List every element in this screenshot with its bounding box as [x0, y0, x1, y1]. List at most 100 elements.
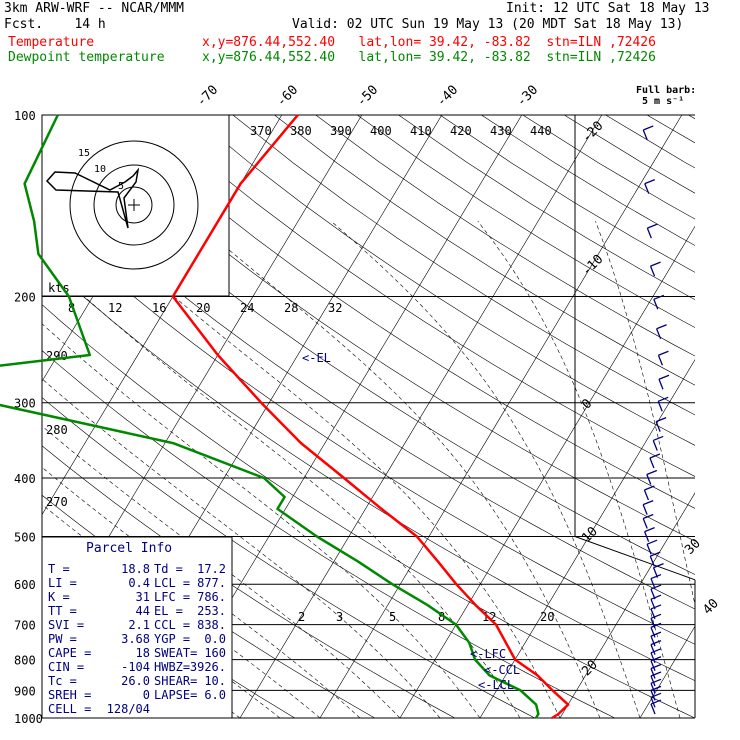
- dry-adiabat-line: [232, 115, 695, 416]
- wind-barb-shaft: [642, 129, 648, 141]
- dry-adiabat-line: [357, 115, 695, 328]
- wind-barb-flag: [650, 640, 662, 646]
- isotherm-line: [399, 225, 695, 718]
- wind-barb-shaft: [655, 328, 662, 339]
- theta-label: 420: [450, 124, 472, 138]
- hodograph-speed-label: 32: [328, 301, 342, 315]
- dry-adiabat-line: [42, 215, 695, 645]
- wind-barb-flag: [650, 584, 662, 590]
- dry-adiabat-line: [315, 115, 695, 357]
- temperature-tick-label: -50: [354, 83, 381, 110]
- wind-barb-flag: [650, 663, 662, 670]
- wind-barb-flag: [658, 374, 670, 380]
- hodograph-ring-label: 15: [78, 148, 90, 159]
- parcel-info-value: 10.: [204, 674, 226, 688]
- wind-barb-flag: [650, 656, 662, 662]
- wind-barb-flag: [646, 469, 658, 476]
- dry-adiabat-line: [42, 397, 535, 718]
- wind-barb-flag: [647, 223, 658, 229]
- parcel-info-value: 2.1: [128, 618, 150, 632]
- isotherm-line: [479, 359, 695, 718]
- parcel-info-value: 0: [143, 688, 150, 702]
- right-axis-lower: [574, 536, 696, 581]
- parcel-info-key: YGP =: [154, 632, 190, 646]
- parcel-info-key: CCL =: [154, 618, 190, 632]
- wind-barb-shaft: [657, 401, 663, 412]
- parcel-info-key: CAPE =: [48, 646, 91, 660]
- parcel-info-value: 31: [136, 590, 150, 604]
- temperature-tick-label: 10: [579, 524, 601, 546]
- wind-barb-flag: [655, 416, 667, 423]
- wind-barb-flag: [644, 527, 655, 533]
- wind-barb-shaft: [650, 690, 656, 701]
- pressure-tick-label: 800: [14, 654, 36, 668]
- parcel-info-value: 253.: [197, 604, 226, 618]
- parcel-info-value: 26.0: [121, 674, 150, 688]
- wind-barb-shaft: [646, 474, 652, 485]
- dry-adiabat-line: [42, 172, 695, 610]
- wind-barb-flag: [656, 324, 667, 330]
- dry-adiabat-line: [398, 115, 695, 301]
- parcel-info-key: HWBZ=: [154, 660, 190, 674]
- wind-barb-shaft: [652, 440, 658, 451]
- wind-barb-flag: [650, 678, 662, 684]
- parcel-info-value: 0.0: [204, 632, 226, 646]
- wind-barb-shaft: [650, 652, 656, 664]
- wind-barb-shaft: [650, 627, 656, 638]
- dewpoint-location: x,y=876.44,552.40 lat,lon= 39.42, -83.82…: [202, 50, 656, 65]
- dry-adiabat-line: [149, 115, 695, 477]
- parcel-info-key: PW =: [48, 632, 77, 646]
- parcel-info-value: 0.4: [128, 576, 150, 590]
- parcel-info-value: 838.: [197, 618, 226, 632]
- wind-barb-flag: [650, 699, 662, 705]
- parcel-info-key: SREH =: [48, 688, 91, 702]
- wind-barb-shaft: [650, 703, 656, 715]
- isotherm-line: [559, 492, 695, 718]
- temperature-tick-label: -40: [434, 83, 461, 110]
- hodograph-ring-label: 5: [118, 181, 124, 192]
- pressure-tick-label: 200: [14, 291, 36, 305]
- parcel-info-key: LFC =: [154, 590, 190, 604]
- parcel-info-key: CELL =: [48, 702, 91, 716]
- dry-adiabat-line: [67, 115, 695, 542]
- parcel-info-value: 44: [136, 604, 150, 618]
- pressure-tick-label: 900: [14, 684, 36, 698]
- parcel-info-key: SWEAT=: [154, 646, 197, 660]
- wind-barb-shaft: [650, 697, 656, 708]
- theta-label: 390: [330, 124, 352, 138]
- wind-barb-flag: [650, 648, 662, 654]
- parcel-info-value: 18: [136, 646, 150, 660]
- wind-barb-shaft: [649, 265, 656, 277]
- temperature-tick-label: -60: [274, 83, 301, 110]
- parcel-info-value: -104: [121, 660, 150, 674]
- dry-adiabat-line: [730, 115, 740, 718]
- wind-barb-flag: [650, 594, 662, 600]
- wind-barb-flag: [642, 513, 654, 520]
- hodograph-ring: [115, 186, 153, 224]
- valid-time: Valid: 02 UTC Sun 19 May 13 (20 MDT Sat …: [292, 17, 684, 32]
- temperature-tick-label: 40: [700, 596, 722, 618]
- parcel-info-key: SHEAR=: [154, 674, 197, 688]
- pressure-tick-label: 300: [14, 397, 36, 411]
- moist-adiabat-line: [477, 221, 681, 718]
- parcel-info-key: T =: [48, 562, 70, 576]
- level-annotation: <-EL: [302, 351, 331, 365]
- hodograph-ring: [93, 164, 175, 246]
- temperature-tick-label: -30: [514, 83, 541, 110]
- dry-adiabat-line: [605, 115, 695, 169]
- parcel-info-key: CIN =: [48, 660, 84, 674]
- moist-adiabat-line: [595, 221, 695, 607]
- theta-label: 380: [290, 124, 312, 138]
- theta-label: 280: [46, 423, 68, 437]
- mixing-ratio-label: 5: [389, 610, 396, 624]
- wind-barb-flag: [650, 604, 662, 610]
- init-time: Init: 12 UTC Sat 18 May 13: [506, 1, 710, 16]
- parcel-info-value: 17.2: [197, 562, 226, 576]
- dry-adiabat-line: [42, 259, 695, 682]
- wind-barb-flag: [650, 685, 662, 692]
- dry-adiabat-line: [522, 115, 695, 220]
- pressure-tick-label: 100: [14, 109, 36, 123]
- pressure-tick-label: 700: [14, 619, 36, 633]
- wind-barb-flag: [643, 125, 654, 131]
- moist-adiabat-line: [42, 257, 521, 718]
